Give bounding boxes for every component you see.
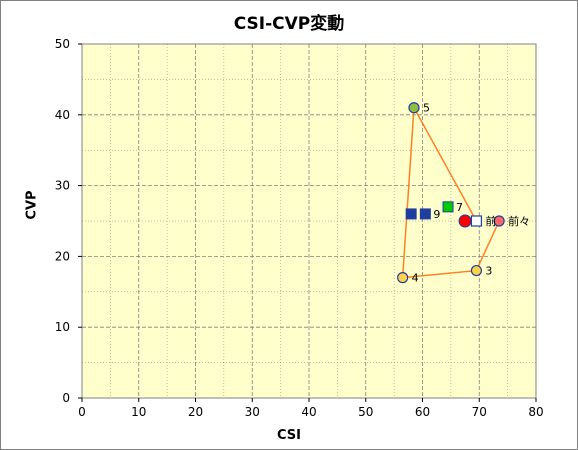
point-label: 前々 <box>508 214 530 228</box>
point-marker <box>397 272 409 284</box>
y-tick-label: 10 <box>55 320 70 334</box>
chart-title: CSI-CVP変動 <box>233 14 345 34</box>
x-tick-label: 10 <box>131 405 146 419</box>
y-tick-label: 20 <box>55 249 70 263</box>
y-tick-label: 0 <box>62 391 70 405</box>
point-marker <box>405 208 417 220</box>
point-label: 前 <box>485 214 496 228</box>
point-label: 3 <box>485 265 492 278</box>
x-tick-label: 0 <box>78 405 86 419</box>
point-label: 9 <box>433 208 440 221</box>
x-tick-label: 60 <box>415 405 430 419</box>
point-marker <box>419 208 431 220</box>
y-tick-label: 50 <box>55 37 70 51</box>
x-tick-label: 80 <box>528 405 543 419</box>
x-tick-label: 70 <box>472 405 487 419</box>
point-marker <box>458 214 472 228</box>
point-label: 7 <box>456 201 463 214</box>
y-tick-label: 40 <box>55 108 70 122</box>
x-tick-label: 50 <box>358 405 373 419</box>
point-marker <box>408 102 420 114</box>
point-label: 5 <box>423 102 430 115</box>
x-tick-label: 40 <box>301 405 316 419</box>
y-axis-label: CVP <box>25 190 40 219</box>
x-axis-label: CSI <box>277 428 301 443</box>
point-marker <box>470 264 483 277</box>
point-marker <box>493 215 505 227</box>
y-axis-label-svg: CVP <box>25 190 40 219</box>
point-label: 4 <box>412 272 419 285</box>
point-marker <box>442 201 454 213</box>
y-tick-label: 30 <box>55 179 70 193</box>
x-tick-label: 30 <box>245 405 260 419</box>
point-marker <box>470 215 483 227</box>
x-tick-label: 20 <box>188 405 203 419</box>
